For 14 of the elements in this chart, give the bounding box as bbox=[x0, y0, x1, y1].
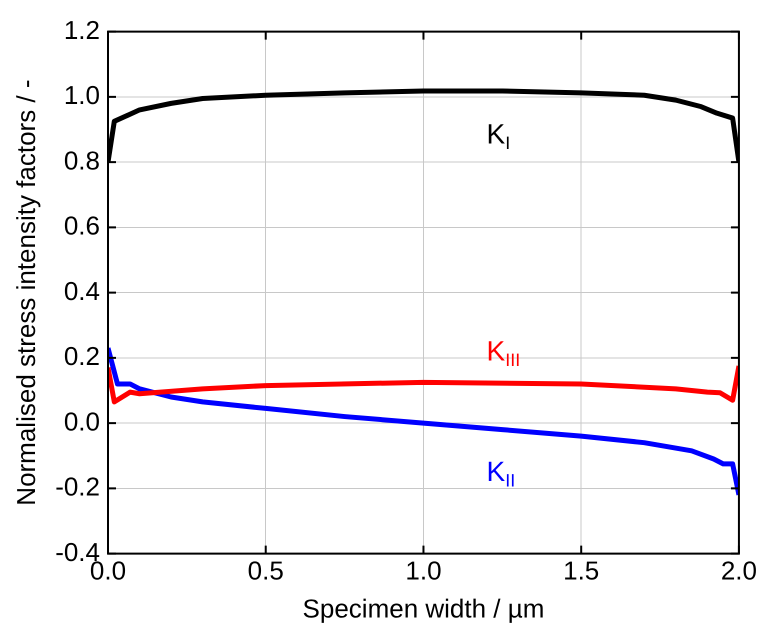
y-tick-label: 1.2 bbox=[64, 14, 100, 45]
x-tick-label: 1.0 bbox=[405, 555, 442, 586]
y-tick-label: 0.6 bbox=[64, 210, 100, 241]
x-tick-label: 2.0 bbox=[720, 555, 758, 586]
x-axis-title: Specimen width / µm bbox=[302, 594, 544, 624]
y-axis-title: Normalised stress intensity factors / - bbox=[10, 79, 41, 506]
y-tick-label: 0.8 bbox=[64, 145, 100, 176]
x-tick-label: 0.5 bbox=[248, 555, 284, 586]
y-tick-label: 1.0 bbox=[64, 80, 100, 110]
y-tick-label: 0.4 bbox=[64, 276, 100, 306]
y-tick-label: 0.0 bbox=[64, 406, 100, 436]
y-tick-label: -0.2 bbox=[55, 472, 100, 502]
x-tick-label: 1.5 bbox=[563, 555, 600, 586]
y-tick-label: 0.2 bbox=[64, 341, 100, 372]
